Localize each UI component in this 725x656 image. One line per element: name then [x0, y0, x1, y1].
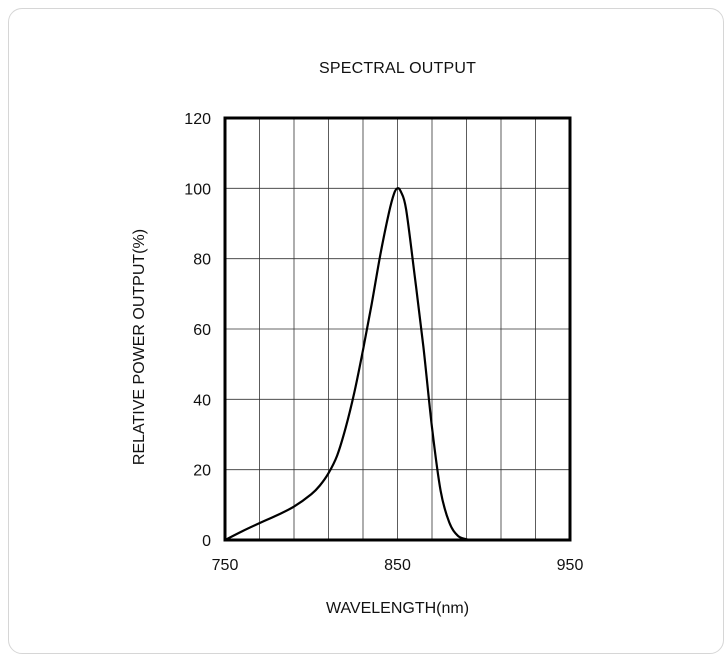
x-tick-label: 850: [384, 557, 411, 574]
plot-frame: [223, 116, 572, 542]
y-tick-label: 60: [193, 322, 211, 339]
x-tick-label: 750: [212, 557, 239, 574]
y-tick-label: 20: [193, 463, 211, 480]
x-axis-label: WAVELENGTH(nm): [325, 600, 470, 617]
series-layer: [224, 187, 472, 542]
y-tick-label: 40: [193, 392, 211, 409]
x-tick-labels: 750 850 950: [212, 557, 584, 574]
y-tick-label: 120: [184, 111, 211, 128]
y-tick-label: 80: [193, 252, 211, 269]
x-tick-label: 950: [557, 557, 584, 574]
y-tick-label: 0: [202, 533, 211, 550]
grid-lines: [225, 118, 570, 540]
spectral-curve: [224, 187, 472, 542]
chart-title: SPECTRAL OUTPUT: [318, 60, 477, 77]
y-tick-label: 100: [184, 181, 211, 198]
y-tick-labels: 0 20 40 60 80 100 120: [184, 111, 211, 550]
